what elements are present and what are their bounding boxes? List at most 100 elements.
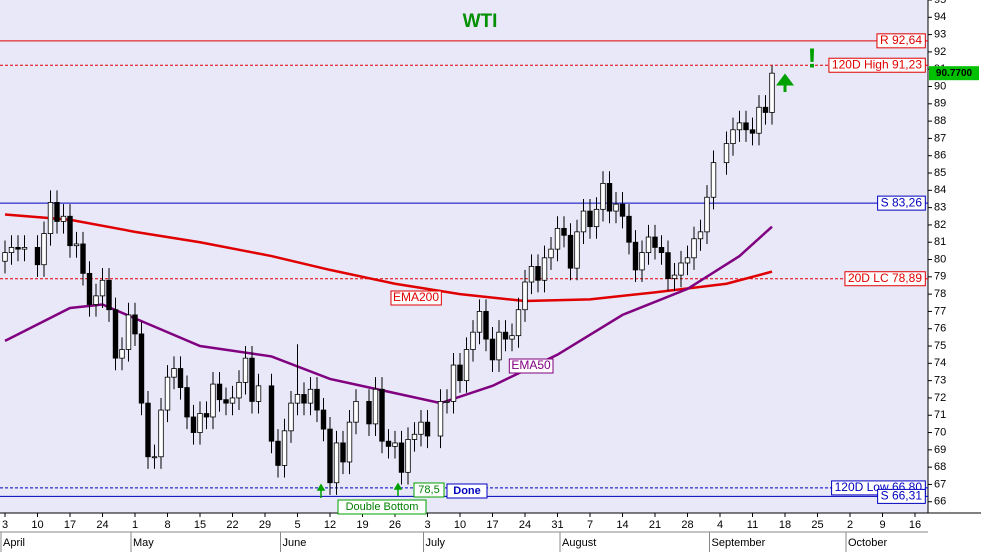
candle-body <box>255 385 262 402</box>
candle-body <box>398 442 405 473</box>
pattern-box <box>337 499 427 515</box>
candle-body <box>177 368 184 388</box>
candle-body <box>268 385 275 442</box>
ema-label: EMA50 <box>511 358 551 372</box>
annotations: Double Bottom 78,5 Done ! <box>316 42 817 515</box>
candle-body <box>340 442 346 463</box>
candle-body <box>697 231 704 240</box>
y-tick-label: 93 <box>934 29 946 41</box>
candle-body <box>41 233 47 266</box>
candle-body <box>704 196 710 233</box>
candle-body <box>483 311 489 340</box>
candle-body <box>301 394 307 404</box>
y-tick-label: 92 <box>934 46 946 58</box>
candle-body <box>580 210 587 233</box>
candle-body <box>743 122 749 131</box>
candle-body <box>769 72 775 113</box>
candle-body <box>372 388 379 425</box>
candle-body <box>171 368 177 378</box>
candle-body <box>145 402 151 458</box>
candle-body <box>333 442 340 484</box>
candle-body <box>106 279 112 311</box>
candle-body <box>203 413 210 418</box>
x-tick-label: 10 <box>454 519 466 531</box>
candle-body <box>749 129 756 134</box>
x-tick-label: 9 <box>879 519 885 531</box>
alert-mark: ! <box>807 42 816 73</box>
candle-body <box>678 262 684 276</box>
candle-body <box>275 440 281 466</box>
level-label-box <box>876 33 926 49</box>
level-label-box <box>877 195 926 211</box>
month-label: August <box>562 537 596 549</box>
candle-body <box>613 203 619 212</box>
level-label-box <box>828 57 926 73</box>
level-label: R 92,64 <box>880 33 922 47</box>
candle-body <box>541 257 548 281</box>
level-label: 120D High 91,23 <box>832 57 922 71</box>
candle-body <box>593 208 600 228</box>
y-tick-label: 94 <box>934 11 946 23</box>
candle-body <box>437 401 444 437</box>
status-box <box>446 483 488 499</box>
x-tick-label: 19 <box>356 519 368 531</box>
month-label: July <box>426 537 446 549</box>
x-tick-label: 7 <box>587 519 593 531</box>
target-label: 78,5 <box>418 484 439 496</box>
candle-body <box>652 236 658 248</box>
candle-body <box>281 430 288 466</box>
level-label: 20D LC 78,89 <box>848 271 922 285</box>
candle-body <box>86 272 93 305</box>
x-tick-label: 31 <box>551 519 563 531</box>
x-tick-label: 8 <box>164 519 170 531</box>
candle-body <box>645 236 652 254</box>
x-tick-label: 4 <box>717 519 723 531</box>
ema-label: EMA200 <box>393 290 439 304</box>
candle-body <box>379 388 385 442</box>
candle-body <box>671 274 678 279</box>
x-tick-label: 12 <box>324 519 336 531</box>
candle-body <box>229 397 236 404</box>
candle-body <box>34 247 41 266</box>
candle-body <box>502 331 509 340</box>
month-label: April <box>3 537 25 549</box>
y-tick-label: 67 <box>934 478 946 490</box>
candle-body <box>119 349 125 359</box>
candle-body <box>158 409 164 458</box>
candle-body <box>554 227 561 250</box>
candle-body <box>730 129 736 145</box>
x-tick-label: 3 <box>2 519 8 531</box>
candle-body <box>320 409 327 430</box>
candle-body <box>463 349 470 382</box>
y-tick-label: 80 <box>934 253 946 265</box>
y-tick-label: 74 <box>934 357 946 369</box>
candle-body <box>327 428 333 484</box>
x-tick-label: 3 <box>424 519 430 531</box>
y-tick-label: 77 <box>934 305 946 317</box>
x-tick-label: 21 <box>649 519 661 531</box>
candle-body <box>288 402 294 432</box>
candle-body <box>515 309 522 337</box>
y-tick-label: 75 <box>934 340 946 352</box>
candle-body <box>405 439 411 473</box>
candle-body <box>548 248 554 259</box>
y-tick-label: 76 <box>934 323 946 335</box>
x-tick-label: 18 <box>779 519 791 531</box>
y-tick-label: 78 <box>934 288 946 300</box>
candle-body <box>600 182 606 210</box>
x-tick-label: 1 <box>132 519 138 531</box>
level-label-box <box>844 271 926 287</box>
candle-body <box>294 394 301 404</box>
candle-body <box>756 106 762 134</box>
candle-body <box>392 442 398 447</box>
candle-body <box>249 357 255 402</box>
y-tick-label: 87 <box>934 132 946 144</box>
candle-body <box>73 243 80 247</box>
x-tick-label: 16 <box>909 519 921 531</box>
x-tick-label: 11 <box>747 519 758 531</box>
candle-body <box>190 416 197 433</box>
candle-body <box>197 413 203 433</box>
x-tick-label: 5 <box>294 519 300 531</box>
candle-body <box>736 122 743 131</box>
